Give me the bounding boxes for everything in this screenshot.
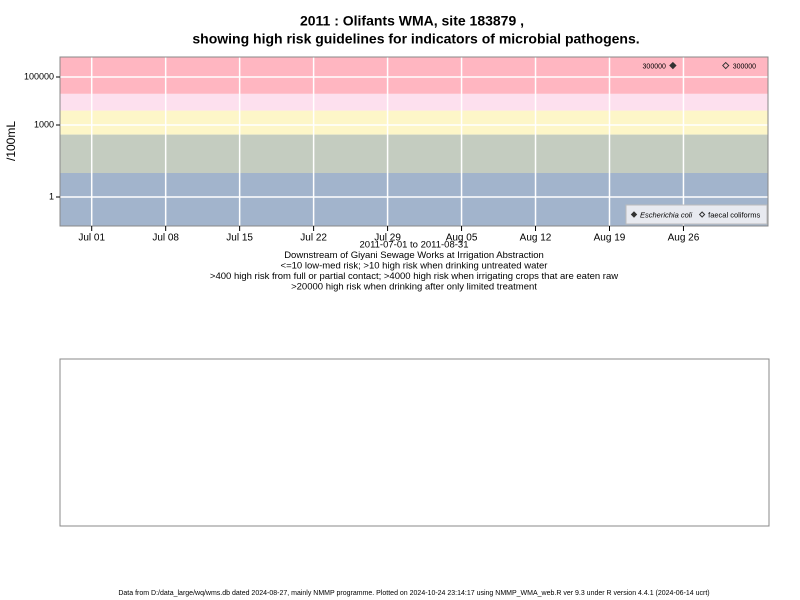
legend-box (625, 204, 768, 225)
x-tick-label: Jul 15 (226, 233, 253, 244)
x-axis-label: 2011-07-01 to 2011-08-31 (360, 240, 469, 251)
x-tick-label: Aug 19 (594, 233, 626, 244)
data-label: 300000 (733, 63, 756, 70)
x-tick-label: Aug 26 (668, 233, 700, 244)
risk-band (60, 57, 768, 94)
x-tick-label: Aug 05 (446, 233, 478, 244)
x-tick-label: Jul 08 (152, 233, 179, 244)
x-axis-label: Downstream of Giyani Sewage Works at Irr… (284, 250, 544, 261)
y-axis-label: /100mL (4, 121, 18, 161)
x-axis-label: >20000 high risk when drinking after onl… (291, 282, 537, 293)
footer: Data from D:/data_large/wq/wms.db dated … (118, 590, 709, 597)
data-point (722, 61, 730, 70)
plot-area (60, 57, 768, 226)
x-axis-label: >400 high risk from full or partial cont… (210, 271, 618, 282)
risk-band (60, 110, 768, 135)
chart-title: showing high risk guidelines for indicat… (192, 31, 639, 47)
y-tick-label: 1000 (34, 119, 54, 129)
legend-label: Escherichia coli (640, 210, 692, 219)
x-axis-label: <=10 low-med risk; >10 high risk when dr… (281, 261, 548, 272)
risk-band (60, 134, 768, 174)
plot-frame (59, 56, 769, 227)
data-point (669, 61, 677, 70)
x-tick-label: Aug 12 (520, 233, 552, 244)
x-tick-label: Jul 29 (374, 233, 401, 244)
legend-marker (630, 211, 638, 218)
empty-panel (59, 358, 770, 527)
legend-marker (698, 211, 706, 218)
data-label: 300000 (643, 63, 666, 70)
y-tick-label: 1 (49, 191, 54, 201)
x-tick-label: Jul 22 (300, 233, 327, 244)
chart-title: 2011 : Olifants WMA, site 183879 , (300, 13, 524, 29)
x-tick-label: Jul 01 (78, 233, 105, 244)
risk-band (60, 93, 768, 111)
y-tick-label: 100000 (24, 71, 54, 81)
legend-label: faecal coliforms (708, 210, 760, 219)
